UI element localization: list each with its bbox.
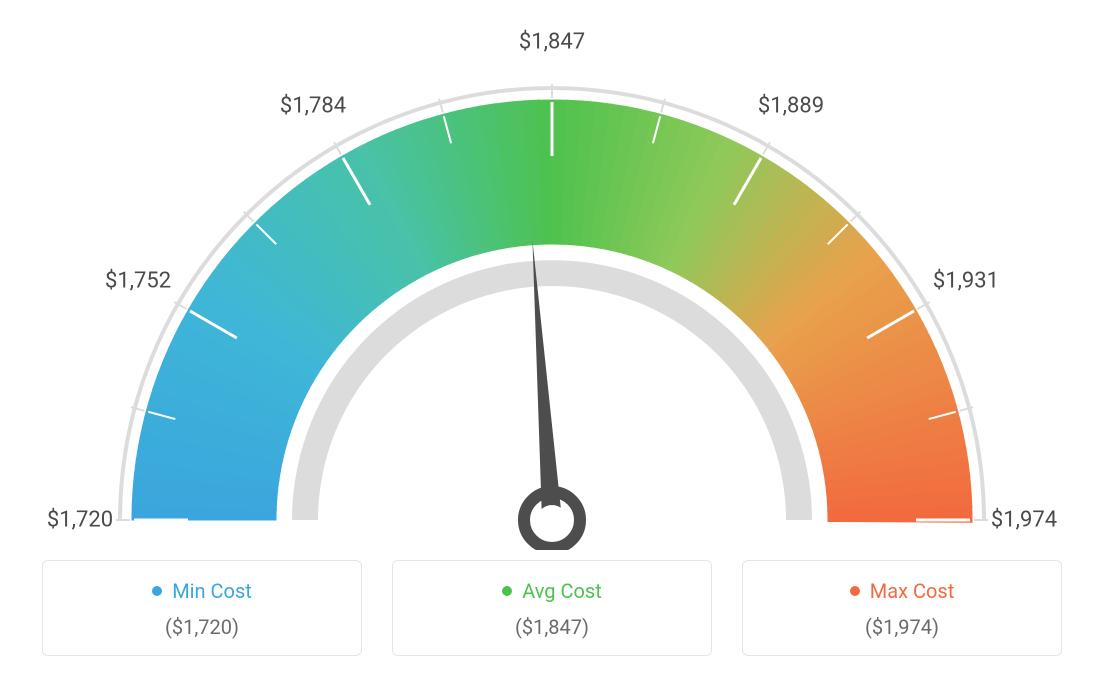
- dot-avg: [502, 586, 512, 596]
- legend-card-min: Min Cost ($1,720): [42, 560, 362, 656]
- legend-label-row: Max Cost: [743, 579, 1061, 603]
- gauge-tick-label: $1,752: [105, 269, 171, 294]
- legend-value-min: ($1,720): [43, 615, 361, 639]
- gauge-tick-label: $1,847: [519, 30, 585, 55]
- gauge-tick-label: $1,931: [933, 269, 999, 294]
- gauge-tick-label: $1,889: [758, 94, 824, 119]
- gauge-tick-label: $1,784: [280, 94, 346, 119]
- dot-min: [152, 586, 162, 596]
- legend-label-max: Max Cost: [870, 579, 955, 603]
- legend-row: Min Cost ($1,720) Avg Cost ($1,847) Max …: [42, 560, 1062, 656]
- legend-label-avg: Avg Cost: [522, 579, 602, 603]
- legend-label-row: Avg Cost: [393, 579, 711, 603]
- gauge-tick-label: $1,974: [991, 508, 1057, 533]
- gauge-tick-label: $1,720: [47, 508, 113, 533]
- cost-gauge: $1,720 $1,752 $1,784 $1,847 $1,889 $1,931 $1,9…: [22, 20, 1082, 550]
- gauge-svg: [22, 20, 1082, 550]
- legend-value-avg: ($1,847): [393, 615, 711, 639]
- legend-card-max: Max Cost ($1,974): [742, 560, 1062, 656]
- legend-value-max: ($1,974): [743, 615, 1061, 639]
- dot-max: [850, 586, 860, 596]
- legend-card-avg: Avg Cost ($1,847): [392, 560, 712, 656]
- legend-label-min: Min Cost: [172, 579, 252, 603]
- legend-label-row: Min Cost: [43, 579, 361, 603]
